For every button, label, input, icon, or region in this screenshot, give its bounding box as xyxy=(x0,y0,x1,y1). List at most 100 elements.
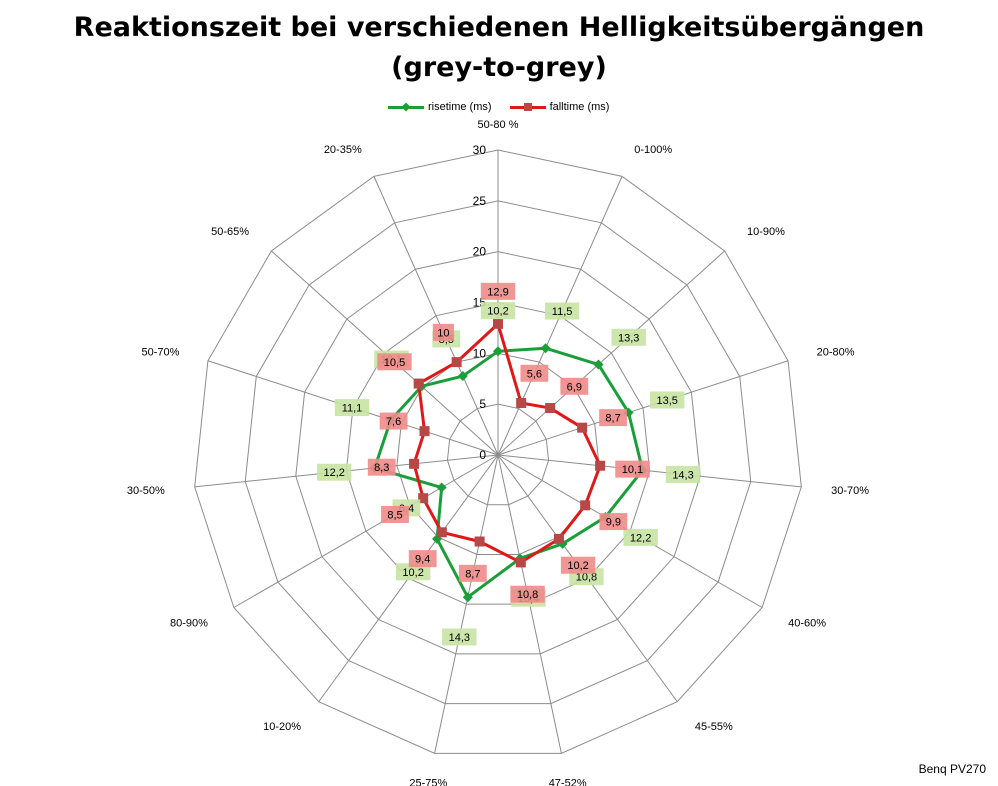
series-1-label-bg-13 xyxy=(377,353,412,371)
series-1-label-bg-2 xyxy=(560,377,589,395)
category-label-7: 47-52% xyxy=(549,778,587,786)
category-label-2: 10-90% xyxy=(747,226,785,238)
series-1-point-14 xyxy=(451,357,462,368)
grid-ring-30 xyxy=(194,149,802,754)
series-1-label-bg-10 xyxy=(381,505,409,523)
category-label-10: 80-90% xyxy=(170,618,208,630)
chart-title: Reaktionszeit bei verschiedenen Helligke… xyxy=(0,8,998,88)
category-label-0: 50-80 % xyxy=(478,119,519,131)
category-label-8: 25-75% xyxy=(409,778,447,786)
legend-label-falltime: falltime (ms) xyxy=(549,101,610,113)
category-label-1: 0-100% xyxy=(634,144,672,156)
category-label-9: 10-20% xyxy=(263,721,301,733)
series-1-point-5 xyxy=(580,500,591,511)
series-0-label-bg-2 xyxy=(611,328,646,346)
legend-item-falltime: falltime (ms) xyxy=(509,101,610,113)
series-1-label-bg-14 xyxy=(432,323,455,341)
series-1-point-9 xyxy=(436,527,447,538)
series-1-label-9: 9,4 xyxy=(415,554,430,566)
category-label-13: 50-65% xyxy=(211,226,249,238)
series-1-point-6 xyxy=(553,533,564,544)
series-1-point-7 xyxy=(515,557,526,568)
legend-swatch-risetime xyxy=(388,101,424,113)
series-1-label-7: 10,8 xyxy=(517,589,538,601)
r-tick-label-20: 20 xyxy=(473,245,487,259)
r-tick-label-25: 25 xyxy=(473,194,487,208)
series-0-label-6: 10,8 xyxy=(576,572,597,584)
series-1-label-8: 8,7 xyxy=(465,568,480,580)
series-0-label-4: 14,3 xyxy=(672,469,693,481)
series-0-label-bg-9 xyxy=(395,563,431,581)
series-line-0 xyxy=(373,346,645,599)
series-1-point-3 xyxy=(577,422,588,433)
chart-title-line2: (grey-to-grey) xyxy=(391,52,607,83)
series-line-1 xyxy=(412,322,602,564)
series-1-label-bg-0 xyxy=(480,282,516,300)
series-1-label-6: 10,2 xyxy=(567,560,588,572)
legend: risetime (ms) falltime (ms) xyxy=(388,101,609,113)
series-1-point-1 xyxy=(516,397,527,408)
series-1-label-bg-12 xyxy=(379,412,408,430)
series-1-point-12 xyxy=(419,426,430,437)
series-1-label-bg-1 xyxy=(520,364,549,382)
series-1-label-12: 7,6 xyxy=(386,416,401,428)
series-1-label-10: 8,5 xyxy=(387,509,402,521)
series-0-point-8 xyxy=(462,592,473,603)
category-label-4: 30-70% xyxy=(831,485,869,497)
series-0-label-2: 13,3 xyxy=(618,332,639,344)
series-0-label-bg-5 xyxy=(623,528,658,546)
series-0-label-bg-0 xyxy=(480,302,516,320)
r-tick-label-0: 0 xyxy=(479,448,486,462)
category-label-3: 20-80% xyxy=(817,346,855,358)
series-1-label-0: 12,9 xyxy=(487,286,508,298)
series-1-label-bg-6 xyxy=(560,556,596,574)
series-0-point-10 xyxy=(436,482,447,493)
series-1-label-bg-8 xyxy=(458,564,487,582)
series-1-point-0 xyxy=(493,318,503,329)
series-0-label-0: 10,2 xyxy=(487,306,508,318)
series-1-label-14: 10 xyxy=(437,327,449,339)
grid-ring-10 xyxy=(396,352,600,555)
series-1-label-bg-11 xyxy=(367,458,396,476)
series-0-point-2 xyxy=(593,359,604,370)
series-1-label-4: 10,1 xyxy=(622,464,643,476)
series-0-point-14 xyxy=(457,371,468,382)
category-label-11: 30-50% xyxy=(127,485,165,497)
series-0-point-1 xyxy=(540,343,551,354)
grid-ring-15 xyxy=(345,301,651,605)
series-0-label-5: 12,2 xyxy=(630,532,651,544)
series-1-label-2: 6,9 xyxy=(567,381,582,393)
spoke-2 xyxy=(497,250,725,456)
series-1-point-11 xyxy=(409,458,420,469)
series-0-label-bg-4 xyxy=(665,465,701,483)
series-1-label-bg-5 xyxy=(599,513,628,531)
series-0-label-bg-3 xyxy=(650,391,685,409)
spoke-8 xyxy=(434,454,499,754)
series-0-label-bg-1 xyxy=(544,302,580,320)
series-1-point-2 xyxy=(545,403,556,414)
grid-ring-25 xyxy=(244,200,752,705)
series-1-label-bg-3 xyxy=(599,409,627,427)
category-label-12: 50-70% xyxy=(141,346,179,358)
series-1-label-bg-4 xyxy=(615,460,650,478)
series-0-label-8: 14,3 xyxy=(449,632,470,644)
series-0-label-bg-11 xyxy=(317,463,352,481)
r-tick-label-10: 10 xyxy=(473,346,487,360)
r-tick-label-30: 30 xyxy=(473,143,487,157)
series-1-label-1: 5,6 xyxy=(527,368,542,380)
legend-item-risetime: risetime (ms) xyxy=(388,101,492,113)
grid-ring-20 xyxy=(295,251,701,655)
series-1-point-4 xyxy=(595,460,606,471)
spoke-10 xyxy=(233,454,499,608)
series-1-point-8 xyxy=(474,536,485,547)
series-0-label-bg-12 xyxy=(334,399,370,417)
series-1-label-11: 8,3 xyxy=(374,462,389,474)
spoke-3 xyxy=(497,360,789,456)
series-0-point-0 xyxy=(493,346,503,357)
series-0-label-9: 10,2 xyxy=(402,567,423,579)
series-0-label-11: 12,2 xyxy=(323,467,344,479)
category-label-6: 45-55% xyxy=(695,721,733,733)
r-tick-label-5: 5 xyxy=(479,397,486,411)
category-label-14: 20-35% xyxy=(324,144,362,156)
